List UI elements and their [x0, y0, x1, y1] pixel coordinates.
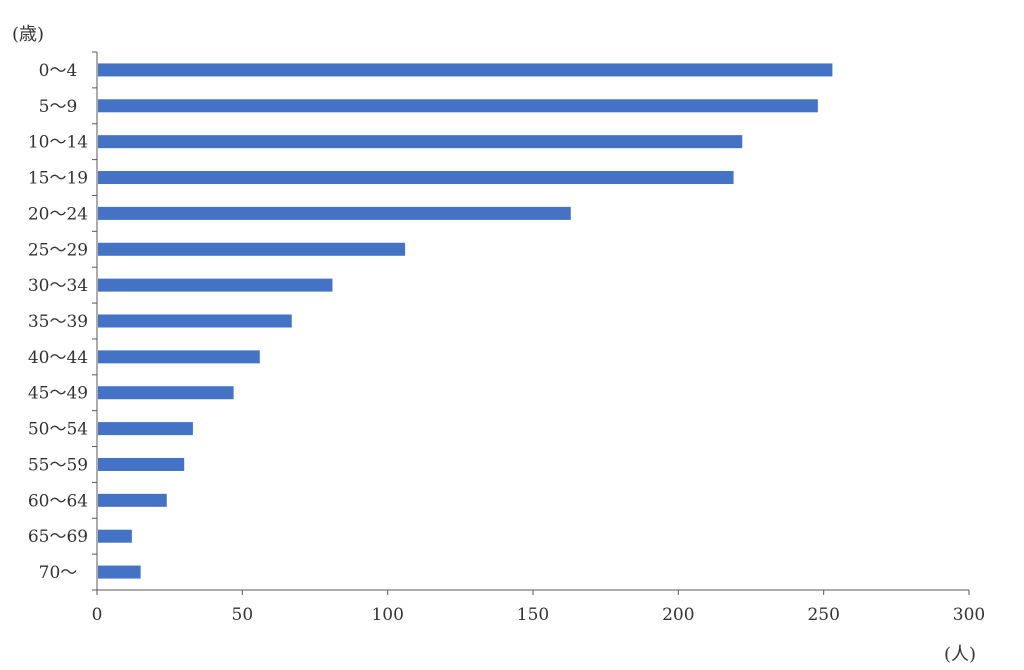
y-category-label: 60～64 — [28, 491, 88, 511]
y-axis-unit-label: (歳) — [12, 24, 45, 45]
y-category-label: 25～29 — [28, 240, 88, 260]
bar — [98, 457, 185, 471]
bar — [98, 206, 571, 220]
x-tick-label: 0 — [92, 605, 103, 625]
y-category-label: 30～34 — [28, 276, 88, 296]
x-tick-label: 200 — [662, 605, 694, 625]
x-tick-label: 50 — [232, 605, 254, 625]
bar — [98, 529, 132, 543]
bar — [98, 278, 333, 292]
bar — [98, 171, 734, 185]
y-category-label: 55～59 — [28, 455, 88, 475]
y-category-label: 50～54 — [28, 420, 88, 440]
y-category-label: 5～9 — [39, 97, 78, 117]
bar — [98, 242, 406, 256]
bar — [98, 63, 833, 77]
y-category-label: 65～69 — [28, 527, 88, 547]
y-category-label: 35～39 — [28, 312, 88, 332]
bar — [98, 350, 260, 364]
y-category-label: 70～ — [39, 563, 78, 583]
x-tick-label: 150 — [517, 605, 549, 625]
y-category-label: 0～4 — [39, 61, 78, 81]
bar — [98, 135, 743, 149]
bar — [98, 314, 292, 328]
bar — [98, 493, 167, 507]
y-category-label: 15～19 — [28, 169, 88, 189]
x-tick-label: 250 — [807, 605, 839, 625]
bar — [98, 422, 193, 436]
bar — [98, 99, 818, 113]
y-category-label: 10～14 — [28, 133, 88, 153]
x-axis-unit-label: (人) — [944, 644, 977, 665]
bar — [98, 386, 234, 400]
y-category-label: 40～44 — [28, 348, 88, 368]
x-tick-label: 300 — [953, 605, 985, 625]
bar — [98, 565, 141, 579]
y-category-label: 45～49 — [28, 384, 88, 404]
x-tick-label: 100 — [371, 605, 403, 625]
y-category-label: 20～24 — [28, 204, 88, 224]
